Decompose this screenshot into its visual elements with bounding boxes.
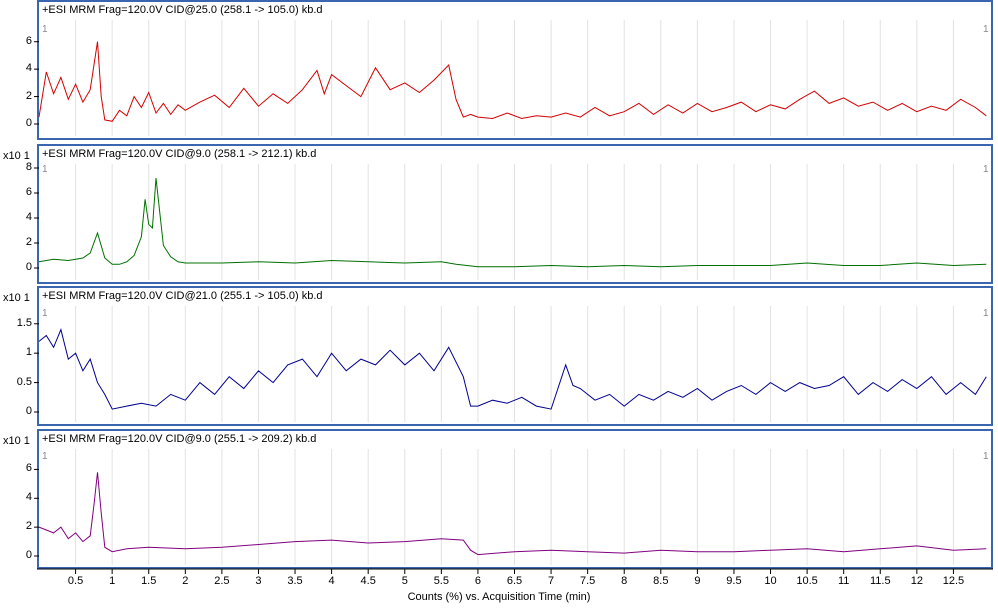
x-tick-label: 8.5 xyxy=(653,575,669,587)
series-line-2 xyxy=(38,177,987,268)
series-line-4 xyxy=(38,472,987,556)
y-tick-label: 2 xyxy=(25,236,32,248)
corner-marker-right: 1 xyxy=(983,24,989,35)
x-tick-label: 8 xyxy=(621,575,628,587)
x-axis-label: Counts (%) vs. Acquisition Time (min) xyxy=(407,591,591,603)
x-tick-label: 11 xyxy=(837,575,850,587)
corner-marker-left: 1 xyxy=(42,164,48,175)
panel-title: +ESI MRM Frag=120.0V CID@9.0 (255.1 -> 2… xyxy=(42,433,317,445)
y-tick-label: 6 xyxy=(25,462,32,475)
y-tick-label: 0 xyxy=(25,405,32,417)
y-exponent-label: x10 1 xyxy=(3,292,30,304)
y-tick-label: 6 xyxy=(25,34,32,47)
x-tick-label: 10.5 xyxy=(796,575,818,587)
x-tick-label: 1 xyxy=(109,575,116,587)
y-tick-label: 4 xyxy=(25,62,32,75)
x-tick-label: 11.5 xyxy=(869,575,891,587)
x-tick-label: 9 xyxy=(694,575,701,587)
x-tick-label: 0.5 xyxy=(67,575,84,587)
x-tick-label: 6 xyxy=(474,575,481,587)
y-tick-label: 6 xyxy=(25,186,32,198)
x-tick-label: 7 xyxy=(548,575,555,587)
x-tick-label: 2 xyxy=(182,575,189,587)
series-line-1 xyxy=(38,41,987,122)
corner-marker-left: 1 xyxy=(42,308,48,319)
corner-marker-right: 1 xyxy=(983,164,989,175)
y-tick-label: 4 xyxy=(25,211,32,223)
x-tick-label: 12 xyxy=(910,575,923,587)
x-tick-label: 4.5 xyxy=(360,575,376,587)
x-tick-label: 6.5 xyxy=(506,575,523,587)
y-tick-label: 8 xyxy=(25,161,32,173)
y-tick-label: 0 xyxy=(25,261,32,273)
x-tick-label: 3.5 xyxy=(287,575,303,587)
x-tick-label: 5 xyxy=(401,575,408,587)
corner-marker-right: 1 xyxy=(983,308,989,319)
y-tick-label: 0.5 xyxy=(16,375,32,388)
y-tick-label: 0 xyxy=(25,549,32,561)
y-tick-label: 1 xyxy=(25,346,32,359)
y-tick-label: 0 xyxy=(25,117,32,129)
y-exponent-label: x10 1 xyxy=(3,150,30,162)
y-tick-label: 4 xyxy=(25,491,32,504)
x-tick-label: 1.5 xyxy=(141,575,157,587)
y-exponent-label: x10 1 xyxy=(3,435,30,447)
x-tick-label: 3 xyxy=(255,575,262,587)
x-tick-label: 9.5 xyxy=(726,575,742,587)
x-tick-label: 5.5 xyxy=(433,575,449,587)
panel-title: +ESI MRM Frag=120.0V CID@9.0 (258.1 -> 2… xyxy=(42,148,317,160)
x-tick-label: 10 xyxy=(764,575,777,587)
corner-marker-left: 1 xyxy=(42,24,48,35)
y-tick-label: 2 xyxy=(25,520,32,533)
panel-title: +ESI MRM Frag=120.0V CID@25.0 (258.1 -> … xyxy=(42,4,323,16)
x-tick-label: 2.5 xyxy=(214,575,230,587)
x-tick-label: 4 xyxy=(328,575,335,587)
corner-marker-right: 1 xyxy=(983,451,989,462)
x-tick-label: 12.5 xyxy=(942,575,965,587)
panel-title: +ESI MRM Frag=120.0V CID@21.0 (255.1 -> … xyxy=(42,290,323,302)
corner-marker-left: 1 xyxy=(42,451,48,462)
y-tick-label: 1.5 xyxy=(16,316,32,329)
series-line-3 xyxy=(38,328,987,410)
x-tick-label: 7.5 xyxy=(579,575,596,587)
y-tick-label: 2 xyxy=(25,89,32,102)
